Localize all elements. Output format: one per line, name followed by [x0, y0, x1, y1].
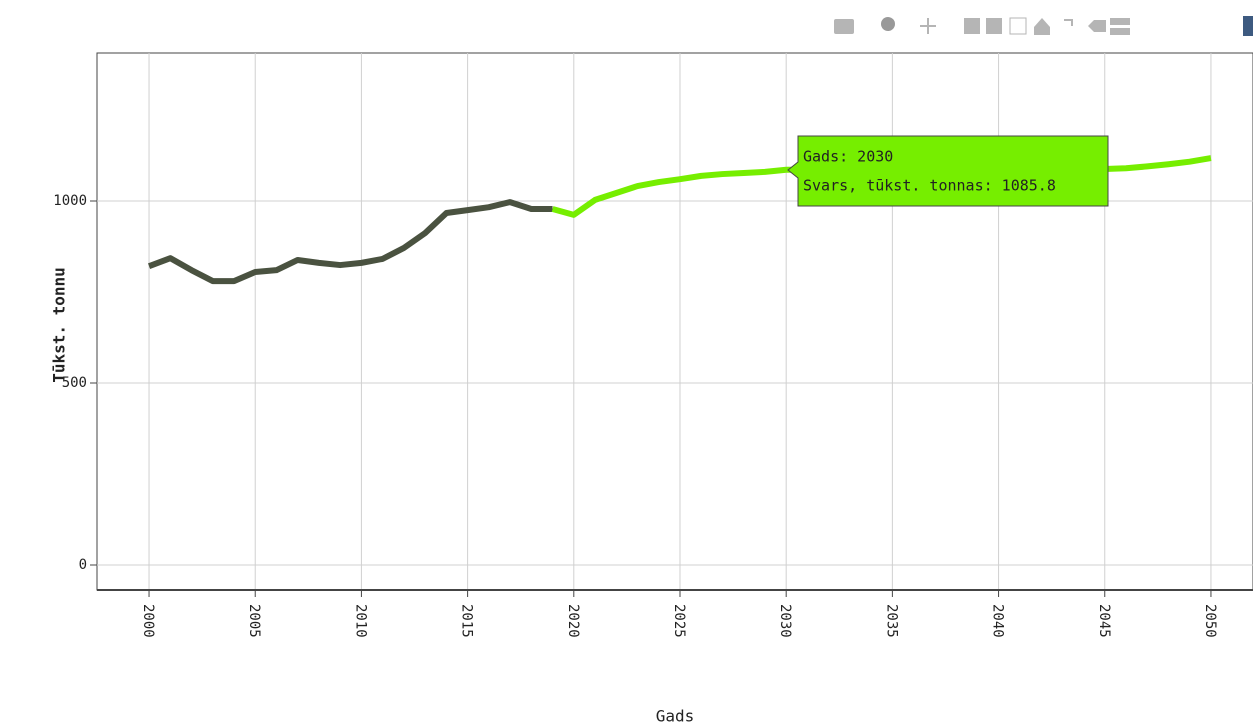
x-tick-label: 2020: [565, 604, 581, 638]
x-tick-label: 2030: [777, 604, 793, 638]
y-tick-label: 1000: [53, 193, 87, 209]
x-tick-label: 2045: [1096, 604, 1112, 638]
zoom-out-icon[interactable]: [986, 18, 1002, 34]
reset-icon[interactable]: [1034, 18, 1050, 35]
plotly-logo[interactable]: [1243, 16, 1253, 36]
plot-frame: [96, 52, 1253, 591]
tooltip-box: [787, 135, 1109, 207]
x-tick-label: 2005: [246, 604, 262, 638]
x-tick-label: 2015: [459, 604, 475, 638]
x-tick-label: 2050: [1202, 604, 1218, 638]
x-tick-label: 2035: [883, 604, 899, 638]
y-tick-label: 500: [62, 375, 87, 391]
tooltip: Gads: 2030 Svars, tūkst. tonnas: 1085.8: [787, 135, 1109, 207]
x-tick-label: 2000: [140, 604, 156, 638]
autoscale-icon[interactable]: [1009, 17, 1027, 35]
axes: 2000 2005 2010 2015 2020 2025 2030 2035 2040 2045…: [53, 193, 1253, 638]
hover-compare-icon[interactable]: [1110, 18, 1130, 25]
tooltip-line: Svars, tūkst. tonnas: 1085.8: [803, 177, 1056, 195]
y-axis-title: Tūkst. tonnu: [50, 267, 69, 383]
y-tick-label: 0: [79, 557, 87, 573]
hover-closest-icon[interactable]: [1088, 20, 1106, 32]
grid: [96, 52, 1253, 591]
pan-icon[interactable]: [920, 18, 936, 34]
x-tick-label: 2010: [352, 604, 368, 638]
x-tick-label: 2040: [990, 604, 1006, 638]
zoom-in-icon[interactable]: [964, 18, 980, 34]
spike-icon[interactable]: [1064, 19, 1073, 26]
tooltip-line: Gads: 2030: [803, 148, 893, 166]
x-tick-label: 2025: [671, 604, 687, 638]
series-line: [147, 199, 553, 285]
modebar: [834, 16, 1253, 36]
zoom-icon[interactable]: [881, 17, 895, 31]
camera-icon[interactable]: [834, 19, 854, 34]
x-axis-title: Gads: [656, 707, 695, 726]
